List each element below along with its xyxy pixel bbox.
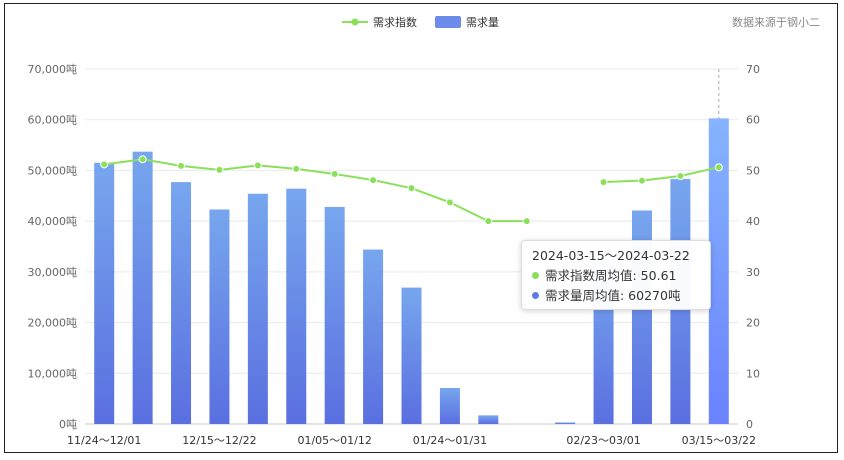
tooltip-bar-value: 需求量周均值: 60270吨 xyxy=(545,288,681,303)
demand-volume-bar xyxy=(555,422,576,424)
left-axis-tick-label: 20,000吨 xyxy=(28,317,78,330)
right-axis-tick-label: 30 xyxy=(746,266,760,279)
legend-item-demand-volume[interactable]: 需求量 xyxy=(466,16,499,29)
tooltip-bar-dot xyxy=(532,292,539,299)
legend-bar-swatch xyxy=(435,16,461,28)
demand-volume-bar xyxy=(247,193,268,424)
legend-line-marker xyxy=(351,18,359,26)
demand-index-point xyxy=(714,163,723,172)
demand-index-point xyxy=(253,161,262,170)
legend-item-demand-index[interactable]: 需求指数 xyxy=(373,15,417,29)
demand-volume-bar xyxy=(708,118,729,424)
demand-index-point xyxy=(177,161,186,170)
data-source-note: 数据来源于钢小二 xyxy=(732,15,820,29)
demand-index-point xyxy=(445,198,454,207)
chart-tooltip: 2024-03-15～2024-03-22 需求指数周均值: 50.61 需求量… xyxy=(521,240,711,310)
x-axis-tick-label: 02/23～03/01 xyxy=(566,434,640,447)
tooltip-title: 2024-03-15～2024-03-22 xyxy=(532,248,690,263)
x-axis-tick-label: 01/24～01/31 xyxy=(413,434,487,447)
left-axis-tick-label: 50,000吨 xyxy=(28,164,78,177)
demand-index-point xyxy=(484,217,493,226)
left-axis-tick-label: 30,000吨 xyxy=(28,266,78,279)
right-axis-tick-label: 40 xyxy=(746,215,760,228)
demand-volume-bar xyxy=(478,415,499,424)
left-axis-tick-label: 40,000吨 xyxy=(28,215,78,228)
demand-volume-bar xyxy=(401,287,422,424)
demand-index-point xyxy=(369,176,378,185)
x-axis-tick-label: 12/15～12/22 xyxy=(182,434,256,447)
demand-volume-bar xyxy=(324,206,345,424)
demand-index-point xyxy=(292,164,301,173)
demand-volume-bar xyxy=(363,249,384,424)
demand-index-point xyxy=(407,184,416,193)
tooltip-bar-row: 需求量周均值: 60270吨 xyxy=(532,286,700,306)
left-axis-tick-label: 10,000吨 xyxy=(28,367,78,380)
demand-volume-bar xyxy=(94,162,115,425)
left-axis-tick-label: 70,000吨 xyxy=(28,63,78,76)
demand-volume-bar xyxy=(209,209,230,424)
demand-index-point xyxy=(330,169,339,178)
right-axis-tick-label: 50 xyxy=(746,164,760,177)
demand-volume-bar xyxy=(132,151,153,424)
x-axis-tick-label: 11/24～12/01 xyxy=(67,434,141,447)
right-axis-tick-label: 60 xyxy=(746,114,760,127)
right-axis-tick-label: 70 xyxy=(746,63,760,76)
tooltip-line-dot xyxy=(532,272,539,279)
demand-index-point xyxy=(522,217,531,226)
left-axis-tick-label: 0吨 xyxy=(59,418,77,431)
demand-volume-bar xyxy=(286,188,307,424)
x-axis-tick-label: 01/05～01/12 xyxy=(297,434,371,447)
demand-index-line xyxy=(603,166,720,184)
tooltip-line-value: 需求指数周均值: 50.61 xyxy=(545,268,677,283)
chart-frame: 0吨 0 10,000吨 10 20,000吨 20 30,000吨 30 40,000吨 40 5… xyxy=(4,3,838,453)
demand-volume-bar xyxy=(171,182,192,424)
right-axis-tick-label: 10 xyxy=(746,367,760,380)
demand-index-point xyxy=(100,160,109,169)
demand-index-point xyxy=(676,172,685,181)
demand-volume-bar xyxy=(439,387,460,424)
tooltip-line-row: 需求指数周均值: 50.61 xyxy=(532,266,700,286)
left-axis-tick-label: 60,000吨 xyxy=(28,114,78,127)
demand-index-line xyxy=(104,158,527,223)
demand-index-point xyxy=(138,155,147,164)
demand-index-point xyxy=(599,178,608,187)
x-axis-tick-label: 03/15～03/22 xyxy=(682,434,756,447)
right-axis-tick-label: 20 xyxy=(746,317,760,330)
demand-index-point xyxy=(215,165,224,174)
chart-svg: 0吨 0 10,000吨 10 20,000吨 20 30,000吨 30 40,000吨 40 5… xyxy=(28,15,821,447)
demand-index-point xyxy=(637,176,646,185)
right-axis-tick-label: 0 xyxy=(746,418,753,431)
